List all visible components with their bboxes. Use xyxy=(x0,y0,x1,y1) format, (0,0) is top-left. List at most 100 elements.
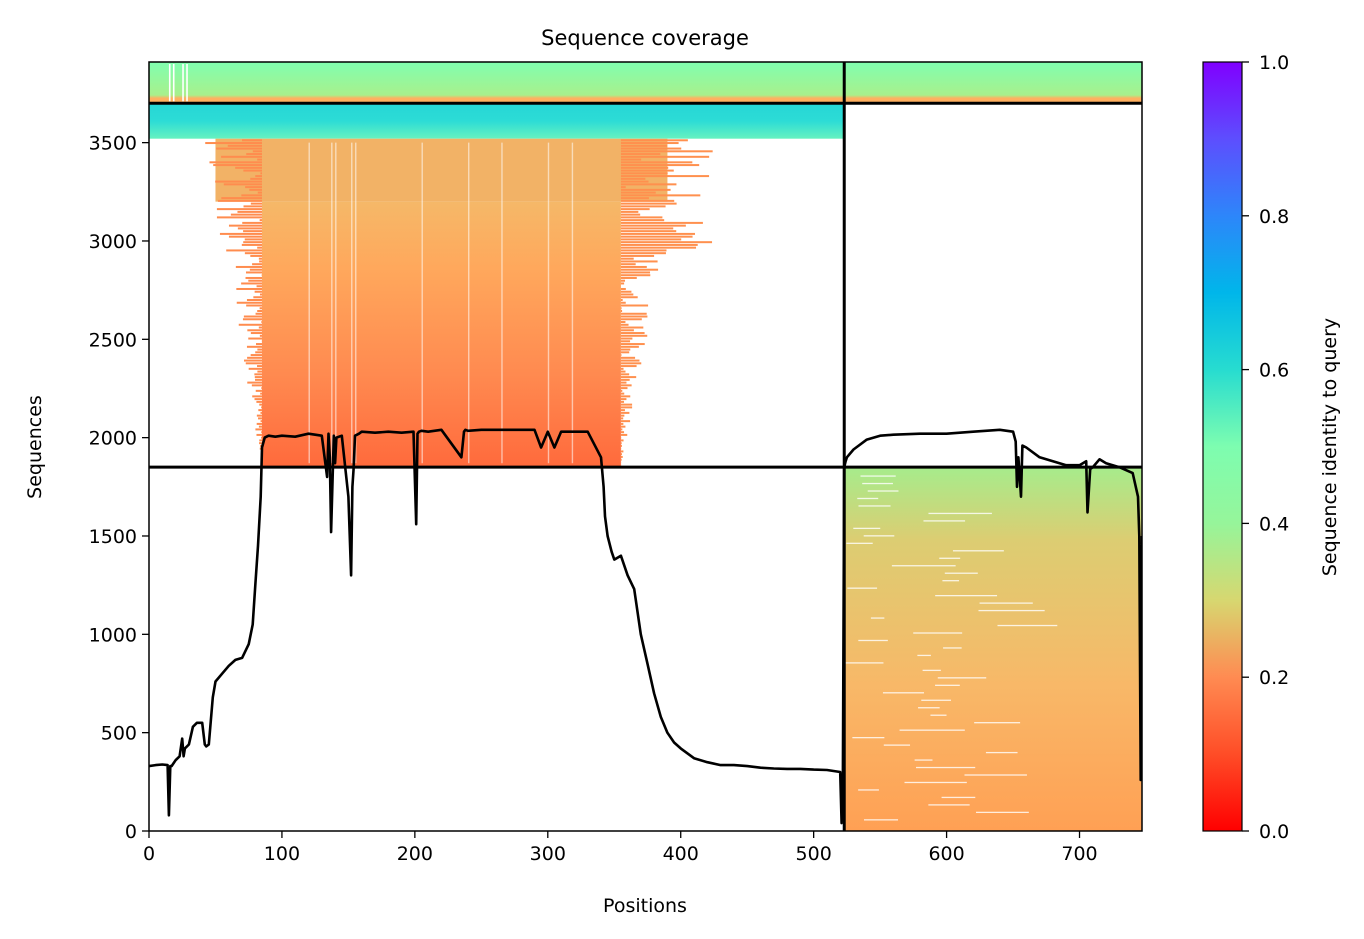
colorbar-tick-label: 1.0 xyxy=(1259,52,1289,74)
x-tick-label: 100 xyxy=(264,843,300,865)
right-edge-streak xyxy=(620,444,622,447)
gap-streak xyxy=(943,647,962,649)
left-edge-streak xyxy=(250,354,262,357)
left-edge-streak xyxy=(209,161,262,164)
left-edge-streak xyxy=(252,150,262,153)
left-edge-streak xyxy=(260,392,262,395)
left-edge-streak xyxy=(247,356,262,359)
gap-streak xyxy=(921,699,951,701)
right-edge-streak xyxy=(620,186,626,189)
left-edge-streak xyxy=(228,224,262,227)
right-edge-streak xyxy=(620,191,656,194)
left-edge-streak xyxy=(216,216,262,219)
right-edge-streak xyxy=(620,166,669,169)
gap-streak xyxy=(914,759,933,761)
right-edge-streak xyxy=(620,315,648,318)
left-edge-streak xyxy=(238,323,262,326)
right-edge-streak xyxy=(620,326,644,329)
left-edge-streak xyxy=(248,337,262,340)
left-edge-streak xyxy=(246,304,262,307)
coverage-line xyxy=(149,428,1142,825)
right-edge-streak xyxy=(620,158,642,161)
gap-streak xyxy=(937,677,987,679)
right-edge-streak xyxy=(620,142,679,145)
colorbar-tick-label: 0.4 xyxy=(1259,513,1289,535)
left-edge-streak xyxy=(246,345,262,348)
coverage-block xyxy=(261,201,621,468)
left-edge-streak xyxy=(255,378,262,381)
x-tick-label: 500 xyxy=(796,843,832,865)
y-axis-label: Sequences xyxy=(24,395,46,499)
right-edge-streak xyxy=(620,439,624,442)
left-edge-streak xyxy=(258,417,262,420)
gap-streak xyxy=(857,497,879,500)
gap-streaks xyxy=(168,63,1058,821)
left-edge-streak xyxy=(237,227,262,230)
gap-streak xyxy=(974,722,1021,724)
left-edge-streak xyxy=(243,230,262,233)
gap-streak xyxy=(944,572,978,574)
left-edge-streak xyxy=(250,202,262,205)
right-edge-streak xyxy=(620,144,668,147)
right-edge-streak xyxy=(620,296,638,299)
right-edge-streak xyxy=(620,334,648,337)
gap-streak xyxy=(846,542,873,544)
gap-streak xyxy=(976,811,1029,814)
left-edge-streak xyxy=(256,433,262,436)
gap-streak xyxy=(862,482,893,485)
coverage-block xyxy=(149,103,845,139)
left-edge-streak xyxy=(247,381,262,384)
left-edge-streak xyxy=(216,147,262,150)
right-edge-streak xyxy=(620,384,632,387)
x-tick-label: 700 xyxy=(1061,843,1097,865)
left-edge-streak xyxy=(254,290,262,293)
left-edge-streak xyxy=(257,191,262,194)
gap-streak xyxy=(917,654,931,657)
gap-streak xyxy=(853,527,881,530)
left-edge-streak xyxy=(256,414,262,417)
gap-streak xyxy=(421,142,423,464)
right-edge-streak xyxy=(620,147,682,150)
right-edge-streak xyxy=(620,213,641,216)
right-edge-streak xyxy=(620,276,637,279)
left-edge-streak xyxy=(250,177,262,180)
right-edge-streak xyxy=(620,188,671,191)
right-edge-streak xyxy=(620,271,651,274)
right-edge-streak xyxy=(620,282,625,285)
left-edge-streak xyxy=(215,180,262,183)
left-edge-streak xyxy=(259,403,262,406)
right-edge-streak xyxy=(620,348,631,351)
right-edge-streak xyxy=(620,425,626,428)
gap-streak xyxy=(928,512,992,515)
plot-frame xyxy=(148,61,1143,832)
right-edge-streak xyxy=(620,323,629,326)
gap-streak xyxy=(904,781,967,784)
right-edge-streak xyxy=(620,376,637,379)
left-edge-streak xyxy=(261,431,262,434)
right-edge-streak xyxy=(620,139,688,142)
right-edge-streak xyxy=(620,431,625,434)
coverage-block xyxy=(844,62,1142,104)
right-edge-streak xyxy=(620,246,697,249)
gap-streak xyxy=(182,63,184,102)
gap-streak xyxy=(844,662,884,664)
right-edge-streak xyxy=(620,345,639,348)
x-axis-label: Positions xyxy=(603,895,687,917)
right-edge-streak xyxy=(620,337,633,340)
left-edge-streak xyxy=(223,183,262,186)
right-edge-streak xyxy=(620,268,659,271)
gap-streak xyxy=(930,714,947,716)
gap-streak xyxy=(916,766,976,769)
gap-streak xyxy=(964,774,1027,776)
right-edge-streak xyxy=(620,403,633,406)
gap-streak xyxy=(331,142,333,464)
left-edge-streak xyxy=(259,442,262,445)
left-edge-streak xyxy=(243,315,262,318)
gap-streak xyxy=(867,490,899,492)
x-tick-label: 200 xyxy=(397,843,433,865)
y-tick-label: 0 xyxy=(125,821,137,843)
left-edge-streak xyxy=(216,208,262,211)
left-edge-streak xyxy=(252,395,262,398)
right-edge-streak xyxy=(620,177,646,180)
colorbar-tick-label: 0.0 xyxy=(1259,821,1289,843)
